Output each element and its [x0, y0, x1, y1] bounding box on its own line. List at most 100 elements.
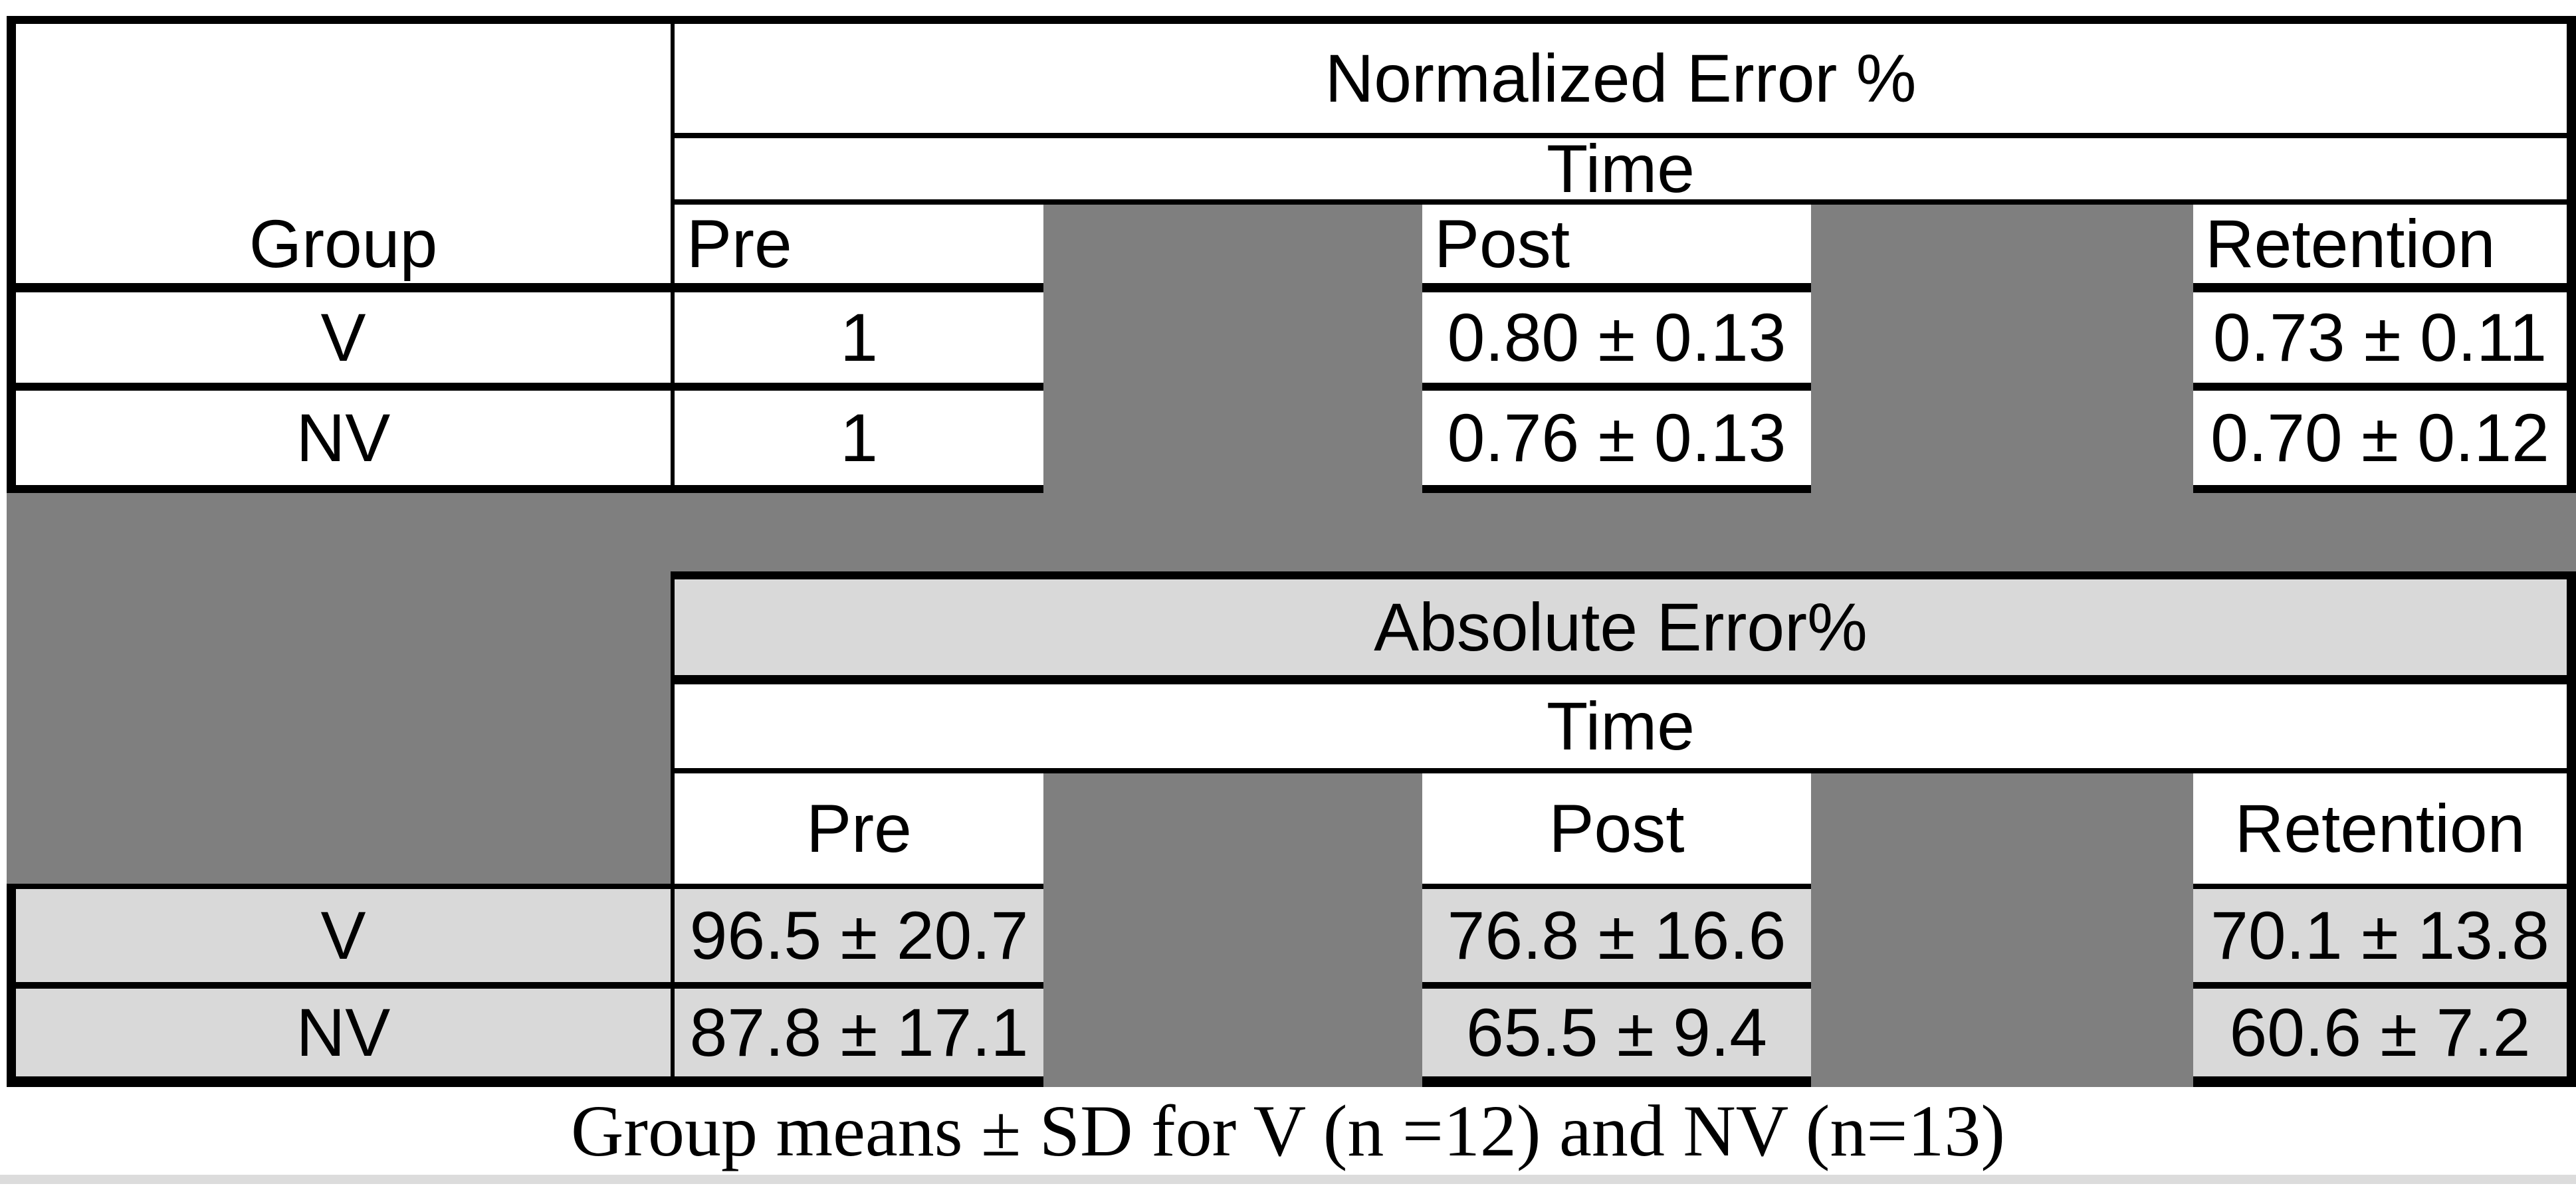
row-label-v-absolute: V [16, 889, 671, 982]
spacer-column [1811, 884, 2193, 889]
border-segment [1422, 884, 1811, 889]
spacer-column [1043, 982, 1422, 989]
border-segment [2193, 884, 2576, 889]
spacer [0, 768, 7, 773]
footnote-row: Group means ± SD for V (n =12) and NV (n… [0, 1087, 2576, 1175]
spacer [0, 884, 7, 889]
border-row [0, 768, 2576, 773]
spacer [0, 138, 7, 199]
absolute-row-nv: NV 87.8 ± 17.1 65.5 ± 9.4 60.6 ± 7.2 [0, 989, 2576, 1076]
border-segment [671, 199, 2576, 205]
spacer-column [1043, 283, 1422, 292]
right-border [2567, 138, 2576, 199]
group-column-fill [7, 579, 671, 675]
spacer-column [1811, 773, 2193, 884]
normalized-row-v: V 1 0.80 ± 0.13 0.73 ± 0.11 [0, 292, 2576, 383]
footnote-text: Group means ± SD for V (n =12) and NV (n… [570, 1090, 2006, 1171]
cell-v-norm-post: 0.80 ± 0.13 [1422, 292, 1811, 383]
spacer [0, 982, 7, 989]
spacer [0, 383, 7, 391]
border-segment [7, 884, 1043, 889]
left-border [7, 889, 16, 982]
right-border [2567, 24, 2576, 133]
separator-fill [7, 493, 2576, 571]
border-segment [1422, 383, 1811, 391]
spacer [0, 391, 7, 485]
border-row [0, 199, 2576, 205]
cell-v-abs-pre: 96.5 ± 20.7 [671, 889, 1043, 982]
border-row [0, 884, 2576, 889]
spacer-column [1811, 383, 2193, 391]
absolute-title-row: Absolute Error% [0, 579, 2576, 675]
spacer-column [7, 675, 671, 684]
border-segment [671, 675, 2576, 684]
section-separator-band [0, 493, 2576, 571]
border-segment [671, 571, 2576, 579]
border-segment [7, 1076, 1043, 1087]
bottom-margin [0, 1184, 2576, 1192]
right-border [2567, 889, 2576, 982]
border-segment [671, 768, 2576, 773]
spacer [0, 493, 7, 571]
spacer-column [1811, 391, 2193, 485]
spacer [16, 199, 671, 205]
cell-nv-abs-pre: 87.8 ± 17.1 [671, 989, 1043, 1076]
border-row [0, 982, 2576, 989]
cell-nv-norm-post: 0.76 ± 0.13 [1422, 391, 1811, 485]
right-border [2567, 205, 2576, 283]
right-border [2567, 773, 2576, 884]
spacer-column [1043, 884, 1422, 889]
spacer [0, 283, 7, 292]
border-segment [1422, 1076, 1811, 1087]
border-segment [2193, 383, 2576, 391]
left-border [7, 138, 16, 199]
border-segment [7, 283, 1043, 292]
spacer-column [1043, 391, 1422, 485]
absolute-time-label: Time [671, 684, 2567, 768]
border-row [0, 1076, 2576, 1087]
spacer-column [1811, 889, 2193, 982]
group-column-fill [7, 773, 671, 884]
right-border [2567, 684, 2576, 768]
spacer-column [7, 768, 671, 773]
group-column-fill [7, 684, 671, 768]
right-border [2567, 292, 2576, 383]
normalized-time-row: Time [0, 135, 2576, 203]
spacer-column [1043, 989, 1422, 1076]
spacer-column [7, 571, 671, 579]
border-segment [7, 199, 16, 205]
spacer [0, 205, 7, 283]
spacer-column [1811, 292, 2193, 383]
group-merged-cell-top [16, 24, 671, 133]
absolute-header-post: Post [1422, 773, 1811, 884]
left-border [7, 391, 16, 485]
cell-nv-norm-pre: 1 [671, 391, 1043, 485]
spacer [0, 1076, 7, 1087]
normalized-header-pre: Pre [671, 205, 1043, 283]
table-top-border [0, 16, 2576, 24]
absolute-row-v: V 96.5 ± 20.7 76.8 ± 16.6 70.1 ± 13.8 [0, 889, 2576, 982]
border-segment [1422, 982, 1811, 989]
border-row [0, 283, 2576, 292]
spacer [0, 16, 7, 24]
spacer-column [1043, 383, 1422, 391]
top-margin [0, 0, 2576, 16]
border-row [0, 571, 2576, 579]
right-border [2567, 391, 2576, 485]
normalized-header-post: Post [1422, 205, 1811, 283]
spacer [0, 684, 7, 768]
normalized-time-label: Time [671, 135, 2567, 203]
absolute-header-retention: Retention [2193, 773, 2567, 884]
absolute-title: Absolute Error% [671, 579, 2567, 675]
spacer [0, 199, 7, 205]
cell-v-abs-retention: 70.1 ± 13.8 [2193, 889, 2567, 982]
cell-v-norm-pre: 1 [671, 292, 1043, 383]
spacer-column [1811, 205, 2193, 283]
border-segment [7, 982, 1043, 989]
cell-v-abs-post: 76.8 ± 16.6 [1422, 889, 1811, 982]
border-segment [7, 485, 1043, 493]
spacer-column [1811, 982, 2193, 989]
border-segment [7, 383, 1043, 391]
border-segment [1422, 485, 1811, 493]
